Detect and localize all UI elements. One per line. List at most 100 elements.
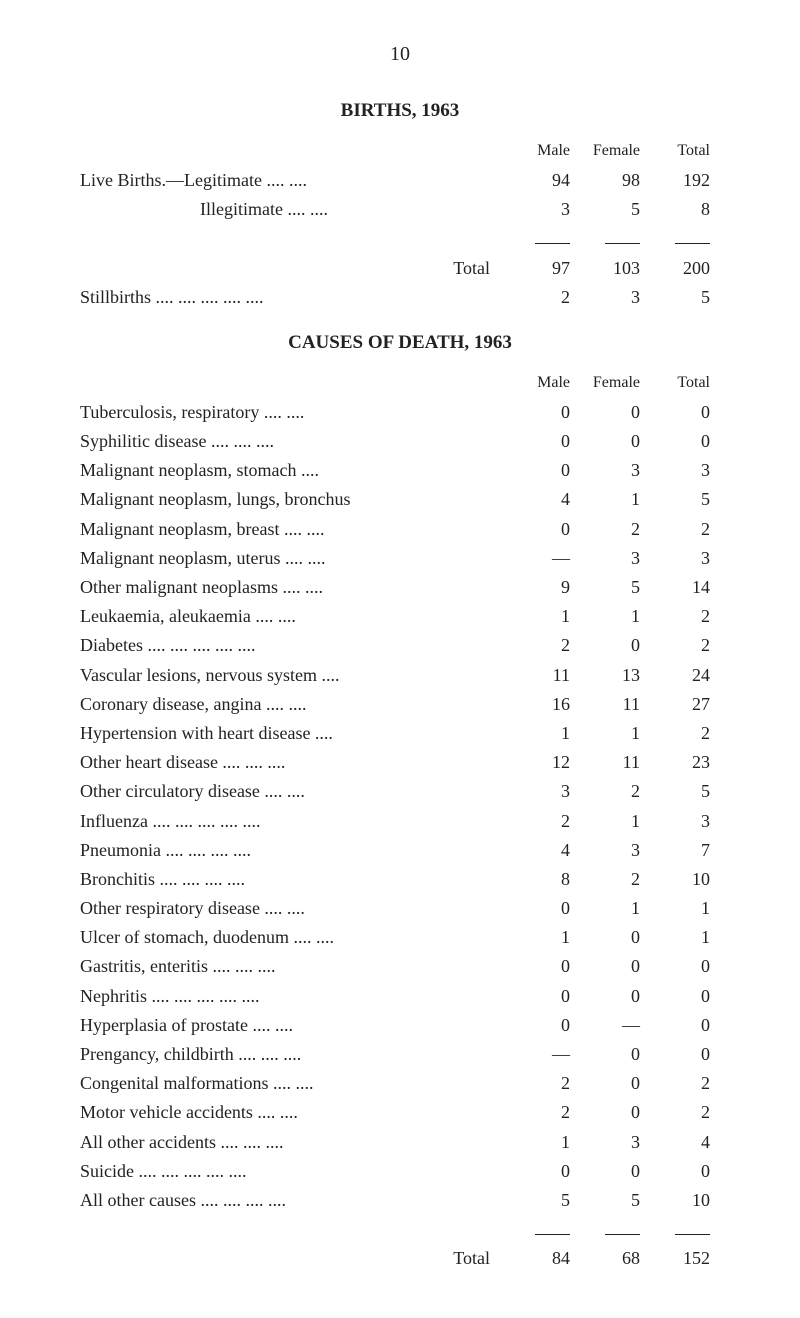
cell-male: 0 xyxy=(510,517,580,542)
cell-female: 2 xyxy=(580,517,650,542)
cell-total: 7 xyxy=(650,838,720,863)
cell-male: 2 xyxy=(510,633,580,658)
cell-total: 10 xyxy=(650,867,720,892)
table-row: Vascular lesions, nervous system ....111… xyxy=(80,663,720,688)
table-row: Malignant neoplasm, breast .... ....022 xyxy=(80,517,720,542)
total-label: Total xyxy=(80,256,510,281)
cell-male: 4 xyxy=(510,838,580,863)
table-row: Diabetes .... .... .... .... ....202 xyxy=(80,633,720,658)
row-label: Stillbirths .... .... .... .... .... xyxy=(80,285,510,310)
table-row: Other respiratory disease .... ....011 xyxy=(80,896,720,921)
divider-row xyxy=(80,1217,720,1242)
row-label: Hypertension with heart disease .... xyxy=(80,721,510,746)
cell-female: 0 xyxy=(580,1071,650,1096)
table-row: Bronchitis .... .... .... ....8210 xyxy=(80,867,720,892)
table-row: Live Births.—Legitimate .... .... 94 98 … xyxy=(80,168,720,193)
row-label: Malignant neoplasm, lungs, bronchus xyxy=(80,487,510,512)
table-row: Malignant neoplasm, lungs, bronchus415 xyxy=(80,487,720,512)
cell-total: 1 xyxy=(650,896,720,921)
cell-male: 8 xyxy=(510,867,580,892)
cell-male: 0 xyxy=(510,984,580,1009)
cell-male: 11 xyxy=(510,663,580,688)
cell-female: 1 xyxy=(580,604,650,629)
cell-male: — xyxy=(510,1042,580,1067)
cell-total: 5 xyxy=(650,285,720,310)
row-label: Bronchitis .... .... .... .... xyxy=(80,867,510,892)
cell-female: 1 xyxy=(580,896,650,921)
row-label: Motor vehicle accidents .... .... xyxy=(80,1100,510,1125)
cell-total: 0 xyxy=(650,1013,720,1038)
table-row: Syphilitic disease .... .... ....000 xyxy=(80,429,720,454)
cell-total: 0 xyxy=(650,1159,720,1184)
cell-female: 11 xyxy=(580,692,650,717)
row-label: Pneumonia .... .... .... .... xyxy=(80,838,510,863)
cell-female: 3 xyxy=(580,1130,650,1155)
causes-total-row: Total 84 68 152 xyxy=(80,1246,720,1271)
table-row: Pneumonia .... .... .... ....437 xyxy=(80,838,720,863)
table-row: Suicide .... .... .... .... ....000 xyxy=(80,1159,720,1184)
cell-male: 2 xyxy=(510,809,580,834)
cell-total: 4 xyxy=(650,1130,720,1155)
cell-male: 84 xyxy=(510,1246,580,1271)
cell-female: 11 xyxy=(580,750,650,775)
col-header-male: Male xyxy=(510,140,580,162)
cell-total: 5 xyxy=(650,487,720,512)
table-row: Hyperplasia of prostate .... ....0—0 xyxy=(80,1013,720,1038)
cell-total: 27 xyxy=(650,692,720,717)
cell-total: 152 xyxy=(650,1246,720,1271)
col-header-total: Total xyxy=(650,372,720,394)
cell-total: 192 xyxy=(650,168,720,193)
cell-total: 23 xyxy=(650,750,720,775)
cell-female: — xyxy=(580,1013,650,1038)
cell-male: 0 xyxy=(510,1013,580,1038)
table-row: Motor vehicle accidents .... ....202 xyxy=(80,1100,720,1125)
cell-male: 1 xyxy=(510,604,580,629)
cell-male: 5 xyxy=(510,1188,580,1213)
cell-female: 3 xyxy=(580,285,650,310)
table-row: Malignant neoplasm, stomach ....033 xyxy=(80,458,720,483)
col-header-female: Female xyxy=(580,372,650,394)
table-row: Other heart disease .... .... ....121123 xyxy=(80,750,720,775)
cell-male: 0 xyxy=(510,429,580,454)
col-header-total: Total xyxy=(650,140,720,162)
cell-total: 0 xyxy=(650,400,720,425)
row-label: Hyperplasia of prostate .... .... xyxy=(80,1013,510,1038)
cell-female: 0 xyxy=(580,1042,650,1067)
cell-female: 5 xyxy=(580,575,650,600)
cell-male: 3 xyxy=(510,197,580,222)
cell-total: 2 xyxy=(650,633,720,658)
row-label: All other causes .... .... .... .... xyxy=(80,1188,510,1213)
table-row: Illegitimate .... .... 3 5 8 xyxy=(80,197,720,222)
cell-male: 4 xyxy=(510,487,580,512)
cell-male: 3 xyxy=(510,779,580,804)
cell-total: 0 xyxy=(650,984,720,1009)
cell-total: 5 xyxy=(650,779,720,804)
cell-female: 0 xyxy=(580,429,650,454)
cell-male: 2 xyxy=(510,285,580,310)
row-label: Congenital malformations .... .... xyxy=(80,1071,510,1096)
cell-female: 0 xyxy=(580,633,650,658)
table-row: All other accidents .... .... ....134 xyxy=(80,1130,720,1155)
table-row: Gastritis, enteritis .... .... ....000 xyxy=(80,954,720,979)
cell-total: 8 xyxy=(650,197,720,222)
row-label: Nephritis .... .... .... .... .... xyxy=(80,984,510,1009)
births-total-row: Total 97 103 200 xyxy=(80,256,720,281)
cell-female: 0 xyxy=(580,400,650,425)
cell-total: 14 xyxy=(650,575,720,600)
row-label: Other malignant neoplasms .... .... xyxy=(80,575,510,600)
cell-male: 2 xyxy=(510,1071,580,1096)
cell-male: 2 xyxy=(510,1100,580,1125)
row-label: Live Births.—Legitimate .... .... xyxy=(80,168,510,193)
cell-male: 0 xyxy=(510,400,580,425)
cell-male: 94 xyxy=(510,168,580,193)
cell-male: 9 xyxy=(510,575,580,600)
cell-male: 0 xyxy=(510,954,580,979)
row-label: Other circulatory disease .... .... xyxy=(80,779,510,804)
cell-male: — xyxy=(510,546,580,571)
births-header-row: Male Female Total xyxy=(80,140,720,162)
total-label: Total xyxy=(80,1246,510,1271)
cell-female: 3 xyxy=(580,458,650,483)
table-row: Hypertension with heart disease ....112 xyxy=(80,721,720,746)
cell-total: 0 xyxy=(650,954,720,979)
cell-female: 103 xyxy=(580,256,650,281)
